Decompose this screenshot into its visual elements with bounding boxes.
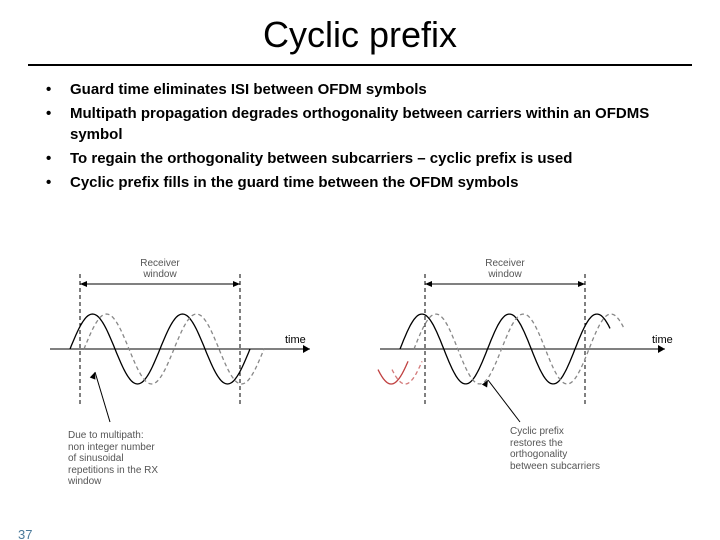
figure-left: time Receiverwindow Due to multipath:non … <box>40 254 340 488</box>
figure-left-svg: time Receiverwindow <box>40 254 340 454</box>
figures-row: timeReceiverwindow Due to multipath:non … <box>40 254 690 488</box>
title-rule <box>28 64 692 66</box>
figure-right-caption: Cyclic prefixrestores theorthogonalitybe… <box>510 426 650 472</box>
svg-text:time: time <box>285 334 306 346</box>
bullet-list: • Guard time eliminates ISI between OFDM… <box>46 80 680 193</box>
bullet-item: • Multipath propagation degrades orthogo… <box>46 104 680 145</box>
bullet-text: Multipath propagation degrades orthogona… <box>70 104 680 145</box>
bullet-item: • Cyclic prefix fills in the guard time … <box>46 173 680 193</box>
svg-text:window: window <box>142 269 177 280</box>
bullet-text: To regain the orthogonality between subc… <box>70 149 680 169</box>
svg-text:Receiver: Receiver <box>140 258 180 269</box>
bullet-marker: • <box>46 80 70 100</box>
bullet-marker: • <box>46 173 70 193</box>
bullet-text: Cyclic prefix fills in the guard time be… <box>70 173 680 193</box>
bullet-marker: • <box>46 149 70 169</box>
bullet-item: • Guard time eliminates ISI between OFDM… <box>46 80 680 100</box>
slide: Cyclic prefix • Guard time eliminates IS… <box>0 14 720 540</box>
svg-text:time: time <box>652 334 673 346</box>
figure-left-caption: Due to multipath:non integer numberof si… <box>68 430 218 488</box>
bullet-item: • To regain the orthogonality between su… <box>46 149 680 169</box>
slide-title: Cyclic prefix <box>0 14 720 56</box>
svg-text:window: window <box>487 269 522 280</box>
page-number: 37 <box>18 527 32 540</box>
svg-text:Receiver: Receiver <box>485 258 525 269</box>
figure-right: time Receiverwindow Cyclic prefixrestores… <box>370 254 690 488</box>
bullet-text: Guard time eliminates ISI between OFDM s… <box>70 80 680 100</box>
bullet-marker: • <box>46 104 70 145</box>
figure-right-svg: time Receiverwindow <box>370 254 690 454</box>
